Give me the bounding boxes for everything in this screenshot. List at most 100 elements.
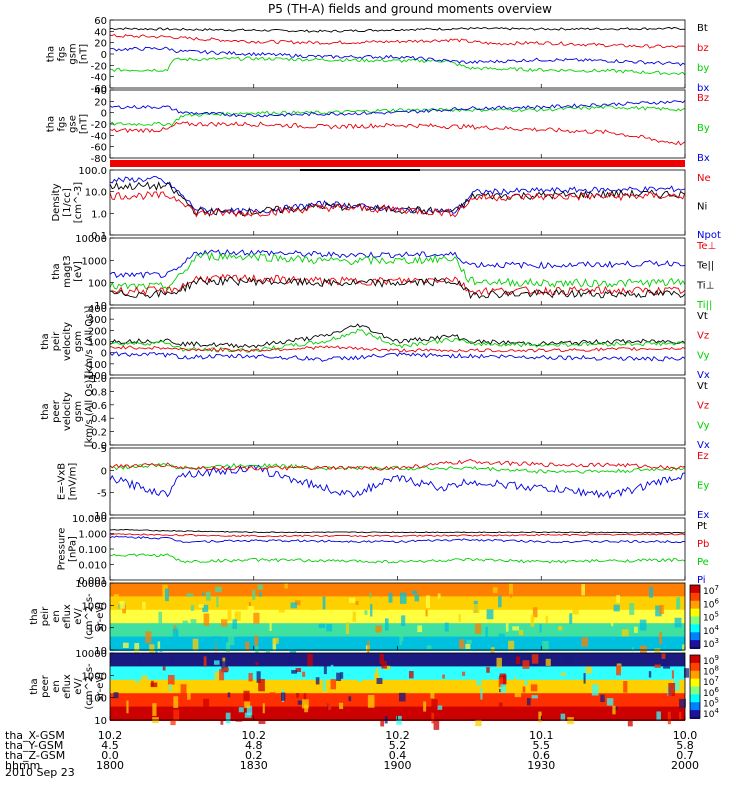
spectrogram-cell (398, 692, 406, 702)
spectrogram-cell (259, 592, 262, 597)
colorbar-segment (690, 702, 700, 712)
y-tick-label: 0 (101, 50, 107, 61)
legend-label: Ex (697, 510, 709, 521)
legend-label: by (697, 63, 709, 74)
spectrogram-cell (492, 587, 498, 594)
spectrogram-cell (258, 678, 265, 692)
spectrogram-cell (425, 609, 428, 617)
y-tick-label: 100.0 (78, 166, 107, 177)
legend-label: bz (697, 43, 709, 54)
spectrogram-cell (616, 595, 621, 603)
axis-row-value: 10.1 (529, 729, 554, 742)
spectrogram-cell (561, 641, 566, 648)
series-Npot (109, 175, 686, 216)
y-axis-label: E=-VxB[mV/m] (57, 463, 79, 501)
spectrogram-cell (336, 672, 342, 682)
axis-row-label: tha_X-GSM (5, 729, 65, 742)
y-tick-label: 0 (101, 349, 107, 360)
spectrogram-cell (611, 613, 614, 627)
spectrogram-cell (141, 675, 148, 681)
panel-frame (109, 447, 686, 516)
y-tick-label: 0 (101, 109, 107, 120)
axis-row-value: 1800 (96, 759, 124, 772)
spectrogram-cell (572, 602, 579, 615)
spectrogram-cell (225, 712, 231, 724)
colorbar-frame (689, 654, 701, 719)
panel-frame (109, 517, 686, 581)
series-Vx (109, 351, 686, 362)
spectrogram-cell (227, 634, 235, 646)
colorbar-tick-label: 106 (703, 686, 719, 699)
spectrogram-cell (290, 602, 297, 609)
spectrogram-cell (165, 588, 169, 602)
spectrogram-cell (278, 603, 285, 613)
spectrogram-cell (173, 696, 179, 708)
axis-row-value: 10.2 (98, 729, 123, 742)
legend-label: Pt (697, 521, 707, 532)
y-axis-label: thapeirenefluxeV/(cm^2-s-sr-eV) (29, 593, 106, 640)
legend-label: Pe (697, 557, 709, 568)
spectrogram-cell (542, 641, 549, 651)
y-tick-label: 10000 (75, 579, 107, 590)
spectrogram-cell (539, 623, 542, 633)
colorbar-segment (690, 608, 700, 618)
spectrogram-cell (254, 635, 259, 646)
y-tick-label: -60 (91, 143, 107, 154)
spectrogram-cell (150, 682, 158, 688)
spectrogram-cell (476, 675, 482, 686)
legend-label: Pi (697, 575, 706, 586)
spectrogram-cell (248, 672, 253, 682)
legend-label: Ti|| (696, 300, 712, 311)
spectrogram-cell (379, 653, 385, 665)
spectrogram-cell (248, 602, 251, 607)
y-tick-label: 100 (88, 338, 107, 349)
series-By (109, 105, 686, 127)
spectrogram-cell (238, 707, 244, 713)
y-tick-label: 10000 (75, 649, 107, 660)
spectrogram-cell (327, 701, 332, 710)
spectrogram-cell (173, 709, 180, 722)
spectrogram-cell (629, 603, 635, 615)
colorbar-segment (690, 710, 700, 719)
colorbar-segment (690, 600, 700, 610)
spectrogram-cell (512, 626, 520, 631)
spectrogram-cell (246, 705, 253, 716)
colorbar-segment (690, 694, 700, 704)
y-tick-label: 100 (88, 279, 107, 290)
spectrogram-cell (202, 604, 209, 613)
spectrogram-cell (122, 642, 129, 649)
spectrogram-cell (322, 596, 326, 610)
axis-row-value: 0.6 (533, 749, 551, 762)
spectrogram-cell (158, 611, 163, 624)
axis-row-value: 1830 (240, 759, 268, 772)
series-Bx (109, 100, 686, 118)
spectrogram-cell (606, 698, 614, 706)
y-tick-label: 10 (94, 646, 107, 657)
spectrogram-cell (531, 654, 539, 664)
spectrogram-cell (683, 668, 690, 678)
legend-label: Ne (697, 173, 711, 184)
y-tick-label: -200 (84, 371, 107, 382)
spectrogram-cell (113, 594, 119, 605)
panel-7: Ez Ey Ex 5 0 -5 -10 E=-VxB[mV/m] (57, 444, 710, 522)
y-axis-label: thapeirvelocitygsm[km/s (All Qs)] (40, 306, 95, 378)
series-Vz (109, 345, 686, 353)
spectrogram-cell (411, 590, 418, 595)
colorbar-tick-label: 109 (703, 654, 719, 667)
spectrogram-cell (498, 595, 502, 608)
y-tick-label: 0.6 (91, 401, 107, 412)
colorbar-segment (690, 640, 700, 649)
date-label: 2010 Sep 23 (5, 766, 75, 779)
spectrogram-cell (192, 638, 199, 651)
spectrogram-cell (269, 692, 276, 697)
panel-6: Vt Vz Vy Vx 1.0 0.8 0.6 0.4 0.2 0.0thapeervelocit… (40, 374, 710, 452)
colorbar-tick-label: 103 (703, 637, 719, 650)
spectrogram-band (110, 596, 685, 611)
spectrogram-cell (352, 611, 356, 622)
spectrogram-cell (213, 660, 220, 665)
legend-label: Vx (697, 440, 710, 451)
y-tick-label: 5 (101, 444, 107, 455)
spectrogram-cell (170, 719, 176, 726)
